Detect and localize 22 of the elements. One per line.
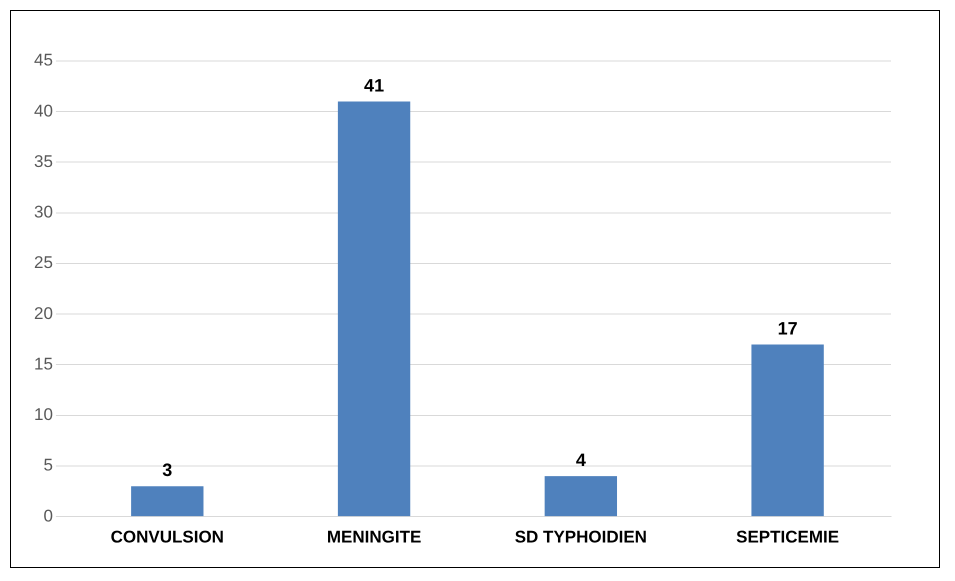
y-tick-label: 10 (34, 405, 53, 424)
y-tick-label: 35 (34, 152, 53, 171)
y-tick-label: 30 (34, 202, 53, 222)
data-label: 4 (576, 450, 586, 470)
bar (751, 344, 824, 516)
x-tick-label: MENINGITE (326, 527, 422, 546)
y-tick-label: 40 (34, 101, 53, 120)
data-label: 3 (162, 460, 172, 480)
data-label: 17 (778, 318, 798, 338)
x-tick-label: CONVULSION (110, 527, 224, 546)
y-tick-label: 5 (43, 456, 53, 475)
bar (131, 486, 204, 516)
y-tick-label: 45 (34, 50, 53, 70)
x-tick-label: SEPTICEMIE (736, 527, 840, 546)
y-tick-label: 25 (34, 253, 53, 272)
y-tick-label: 15 (34, 354, 53, 374)
y-tick-label: 0 (43, 506, 53, 526)
bar (544, 476, 618, 516)
x-tick-label: SD TYPHOIDIEN (514, 527, 647, 546)
y-tick-label: 20 (34, 304, 53, 323)
bar (338, 102, 410, 516)
data-label: 41 (364, 75, 384, 96)
